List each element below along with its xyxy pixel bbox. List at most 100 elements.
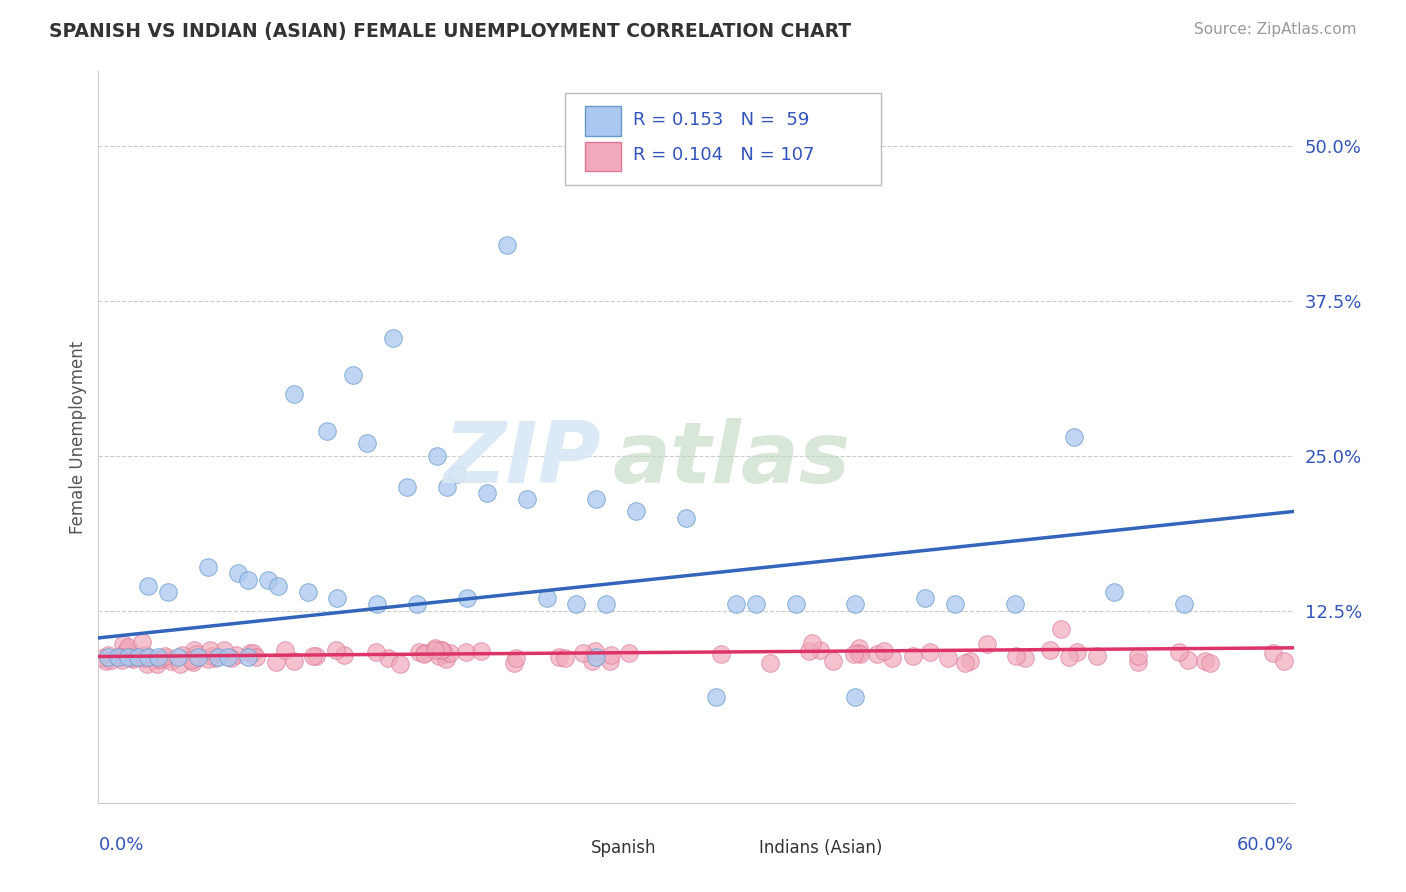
- Point: [413, 646, 436, 660]
- Point: [1173, 598, 1195, 612]
- Point: [377, 650, 399, 665]
- Text: R = 0.104   N = 107: R = 0.104 N = 107: [633, 146, 814, 164]
- Point: [382, 331, 405, 345]
- Point: [1005, 649, 1028, 664]
- Point: [170, 648, 193, 662]
- Point: [959, 654, 981, 668]
- Point: [595, 598, 617, 612]
- Point: [274, 642, 297, 657]
- Point: [180, 653, 202, 667]
- Point: [943, 598, 966, 612]
- Point: [406, 598, 429, 612]
- Point: [97, 649, 120, 664]
- Point: [745, 598, 768, 612]
- Point: [131, 634, 153, 648]
- Point: [844, 598, 866, 612]
- Point: [157, 585, 180, 599]
- Point: [1261, 646, 1284, 660]
- Point: [316, 424, 339, 438]
- Point: [439, 646, 461, 660]
- Point: [245, 649, 267, 664]
- Point: [516, 491, 538, 506]
- Point: [94, 655, 117, 669]
- Point: [169, 657, 191, 671]
- Point: [808, 643, 831, 657]
- Point: [425, 641, 447, 656]
- Point: [425, 643, 447, 657]
- Point: [366, 645, 388, 659]
- Point: [283, 654, 305, 668]
- Point: [242, 646, 264, 660]
- Point: [120, 649, 142, 664]
- Point: [844, 690, 866, 705]
- Point: [111, 653, 134, 667]
- Point: [1177, 653, 1199, 667]
- Point: [918, 645, 941, 659]
- Point: [710, 647, 733, 661]
- Point: [1057, 649, 1080, 664]
- Point: [239, 646, 262, 660]
- Point: [456, 591, 478, 606]
- Point: [122, 651, 145, 665]
- Point: [583, 644, 606, 658]
- Point: [976, 637, 998, 651]
- Point: [256, 573, 278, 587]
- Point: [207, 649, 229, 664]
- Point: [112, 647, 135, 661]
- Point: [724, 598, 747, 612]
- Point: [197, 560, 219, 574]
- Point: [396, 480, 419, 494]
- Point: [434, 652, 457, 666]
- Point: [134, 651, 156, 665]
- Bar: [558, 841, 585, 855]
- Bar: [725, 841, 752, 855]
- Point: [846, 647, 869, 661]
- Point: [842, 647, 865, 661]
- Point: [914, 591, 936, 606]
- Point: [100, 653, 122, 667]
- Point: [236, 573, 259, 587]
- Text: ZIP: ZIP: [443, 417, 600, 500]
- Point: [156, 651, 179, 665]
- Point: [801, 636, 824, 650]
- Point: [297, 585, 319, 599]
- Point: [107, 649, 129, 664]
- Point: [505, 650, 527, 665]
- Text: 60.0%: 60.0%: [1237, 836, 1294, 854]
- Point: [326, 591, 349, 606]
- Point: [212, 642, 235, 657]
- Point: [536, 591, 558, 606]
- Point: [236, 649, 259, 664]
- Point: [366, 598, 388, 612]
- Point: [219, 650, 242, 665]
- Point: [901, 648, 924, 663]
- Point: [117, 643, 139, 657]
- Point: [446, 467, 468, 482]
- Point: [585, 649, 607, 664]
- Point: [1168, 645, 1191, 659]
- Point: [849, 648, 872, 662]
- Point: [626, 504, 648, 518]
- Point: [585, 491, 607, 506]
- Point: [332, 648, 354, 662]
- Point: [134, 648, 156, 663]
- Point: [184, 647, 207, 661]
- Point: [183, 651, 205, 665]
- Point: [572, 646, 595, 660]
- Y-axis label: Female Unemployment: Female Unemployment: [69, 341, 87, 533]
- Point: [758, 656, 780, 670]
- Point: [325, 642, 347, 657]
- Point: [470, 644, 492, 658]
- Point: [599, 654, 621, 668]
- Point: [785, 598, 807, 612]
- Point: [1199, 657, 1222, 671]
- Point: [503, 656, 526, 670]
- Point: [704, 690, 727, 705]
- Point: [430, 643, 453, 657]
- Point: [97, 648, 120, 663]
- Point: [548, 650, 571, 665]
- Point: [305, 648, 328, 663]
- Point: [619, 647, 641, 661]
- Point: [121, 651, 143, 665]
- Point: [495, 238, 517, 252]
